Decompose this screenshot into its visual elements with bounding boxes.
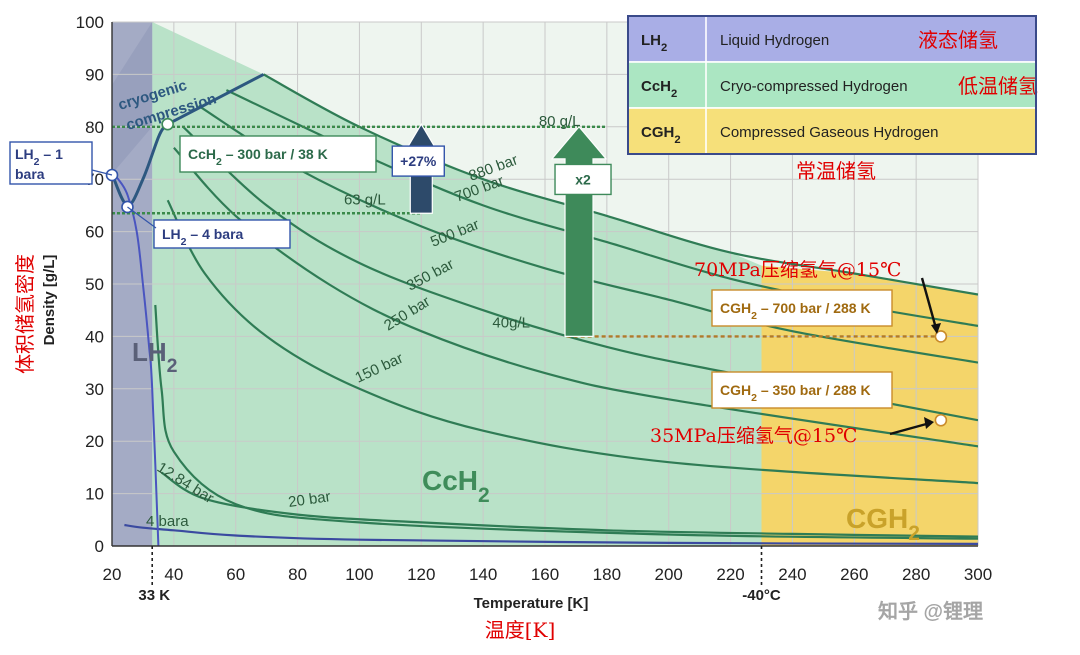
callout-leader bbox=[91, 169, 113, 176]
region-label-lh2: LH2 bbox=[132, 337, 178, 377]
isobar-label: 20 bar bbox=[287, 488, 331, 511]
legend-cn-label: 液态储氢 bbox=[918, 28, 998, 52]
axes: 20 40 60 80 100 120 140 160 180 200 220 240 260 280 30… bbox=[41, 13, 992, 612]
y-tick-label: 20 bbox=[85, 432, 104, 451]
legend-text: Cryo-compressed Hydrogen bbox=[720, 78, 908, 95]
x-tick-label: 80 bbox=[288, 565, 307, 584]
x-tick-label: 200 bbox=[655, 565, 683, 584]
isobar-20bar-line bbox=[160, 471, 978, 538]
cn-700-label: 70MPa压缩氢气@15℃ bbox=[694, 259, 901, 281]
y-tick-label: 60 bbox=[85, 223, 104, 242]
reference-lines: 80 g/L 63 g/L 40g/L bbox=[112, 113, 941, 338]
point-callout-box bbox=[711, 371, 893, 409]
arrow-label: +27% bbox=[400, 153, 437, 169]
y-tick-label: 10 bbox=[85, 485, 104, 504]
cn-350-label: 35MPa压缩氢气@15℃ bbox=[650, 425, 857, 447]
cn-350-pointer bbox=[889, 421, 931, 436]
reference-line-63gL-label: 63 g/L bbox=[344, 191, 386, 208]
x-tick-label: 20 bbox=[103, 565, 122, 584]
x-tick-label: 160 bbox=[531, 565, 559, 584]
x-axis-title: Temperature [K] bbox=[474, 595, 589, 612]
y-tick-label: 90 bbox=[85, 65, 104, 84]
point-callout-label-2: bara bbox=[15, 166, 45, 182]
watermark: 知乎 @锂理 bbox=[878, 599, 983, 623]
legend-text: Liquid Hydrogen bbox=[720, 32, 829, 49]
arrow-label-box bbox=[554, 163, 612, 196]
cn-350-pointer-head bbox=[924, 417, 934, 429]
point-marker bbox=[934, 413, 948, 427]
x-tick-label: 40 bbox=[164, 565, 183, 584]
x-tick-label: 260 bbox=[840, 565, 868, 584]
y-tick-label: 50 bbox=[85, 275, 104, 294]
legend-abbr: LH2 bbox=[641, 32, 667, 54]
point-marker bbox=[934, 330, 948, 343]
x-tick-label: 300 bbox=[964, 565, 992, 584]
cn-700-pointer-head bbox=[931, 323, 941, 334]
point-callout-box bbox=[9, 141, 93, 185]
arrow-label: x2 bbox=[575, 171, 591, 187]
point-callout-label: CGH2 – 350 bar / 288 K bbox=[720, 382, 871, 404]
isobar-4bara-line bbox=[124, 523, 978, 545]
y-tick-label: 0 bbox=[95, 537, 104, 556]
isobar-label: 4 bara bbox=[146, 513, 189, 530]
reference-line-40gL-label: 40g/L bbox=[492, 314, 530, 331]
point-callout-label: LH2 – 4 bara bbox=[162, 226, 244, 248]
point-callout-label: CcH2 – 300 bar / 38 K bbox=[188, 146, 328, 168]
region-label-cgh2: CGH2 bbox=[846, 503, 920, 545]
point-callout-box bbox=[711, 289, 893, 327]
arrow-label-box bbox=[391, 145, 445, 177]
point-callout-box bbox=[153, 219, 291, 249]
point-callout-label: LH2 – 1 bbox=[15, 146, 63, 168]
legend-abbr: CGH2 bbox=[641, 124, 681, 146]
cryo-compression-boundary bbox=[166, 73, 265, 126]
x-tick-label: 220 bbox=[716, 565, 744, 584]
callout-leader bbox=[127, 206, 157, 229]
point-callout-label: CGH2 – 700 bar / 288 K bbox=[720, 300, 871, 322]
legend-cn-label: 低温储氢 bbox=[958, 74, 1038, 98]
y-tick-label: 40 bbox=[85, 327, 104, 346]
saturation-curve bbox=[112, 173, 160, 546]
marker-33k-label: 33 K bbox=[138, 587, 170, 604]
cn-y-axis-title: 体积储氢密度 bbox=[13, 254, 37, 374]
x-tick-label: 120 bbox=[407, 565, 435, 584]
isobar-150bar-line bbox=[166, 199, 978, 485]
y-tick-label: 100 bbox=[76, 13, 104, 32]
legend-cn-label: 常温储氢 bbox=[796, 159, 876, 183]
point-marker bbox=[161, 117, 174, 131]
x-tick-label: 100 bbox=[345, 565, 373, 584]
cn-700-pointer bbox=[920, 277, 939, 333]
x-tick-label: 240 bbox=[778, 565, 806, 584]
y-tick-label: 30 bbox=[85, 380, 104, 399]
cn-x-axis-title: 温度[K] bbox=[485, 618, 556, 642]
legend-border bbox=[627, 15, 1037, 155]
y-tick-label: 80 bbox=[85, 118, 104, 137]
x-tick-label: 280 bbox=[902, 565, 930, 584]
legend-row bbox=[627, 107, 1037, 155]
y-axis-title: Density [g/L] bbox=[41, 255, 58, 346]
x-tick-label: 180 bbox=[593, 565, 621, 584]
region-label-cch2: CcH2 bbox=[422, 465, 490, 507]
x-tick-label: 60 bbox=[226, 565, 245, 584]
legend-text: Compressed Gaseous Hydrogen bbox=[720, 124, 938, 141]
legend-abbr: CcH2 bbox=[641, 78, 677, 100]
x-tick-label: 140 bbox=[469, 565, 497, 584]
legend: LH2 Liquid Hydrogen 液态储氢 CcH2 Cryo-compresse… bbox=[627, 15, 1038, 183]
reference-line-80gL-label: 80 g/L bbox=[539, 113, 581, 130]
point-callout-box bbox=[179, 135, 377, 173]
marker-40c-label: -40°C bbox=[742, 587, 781, 604]
isobar-1284bar-line bbox=[154, 304, 978, 540]
